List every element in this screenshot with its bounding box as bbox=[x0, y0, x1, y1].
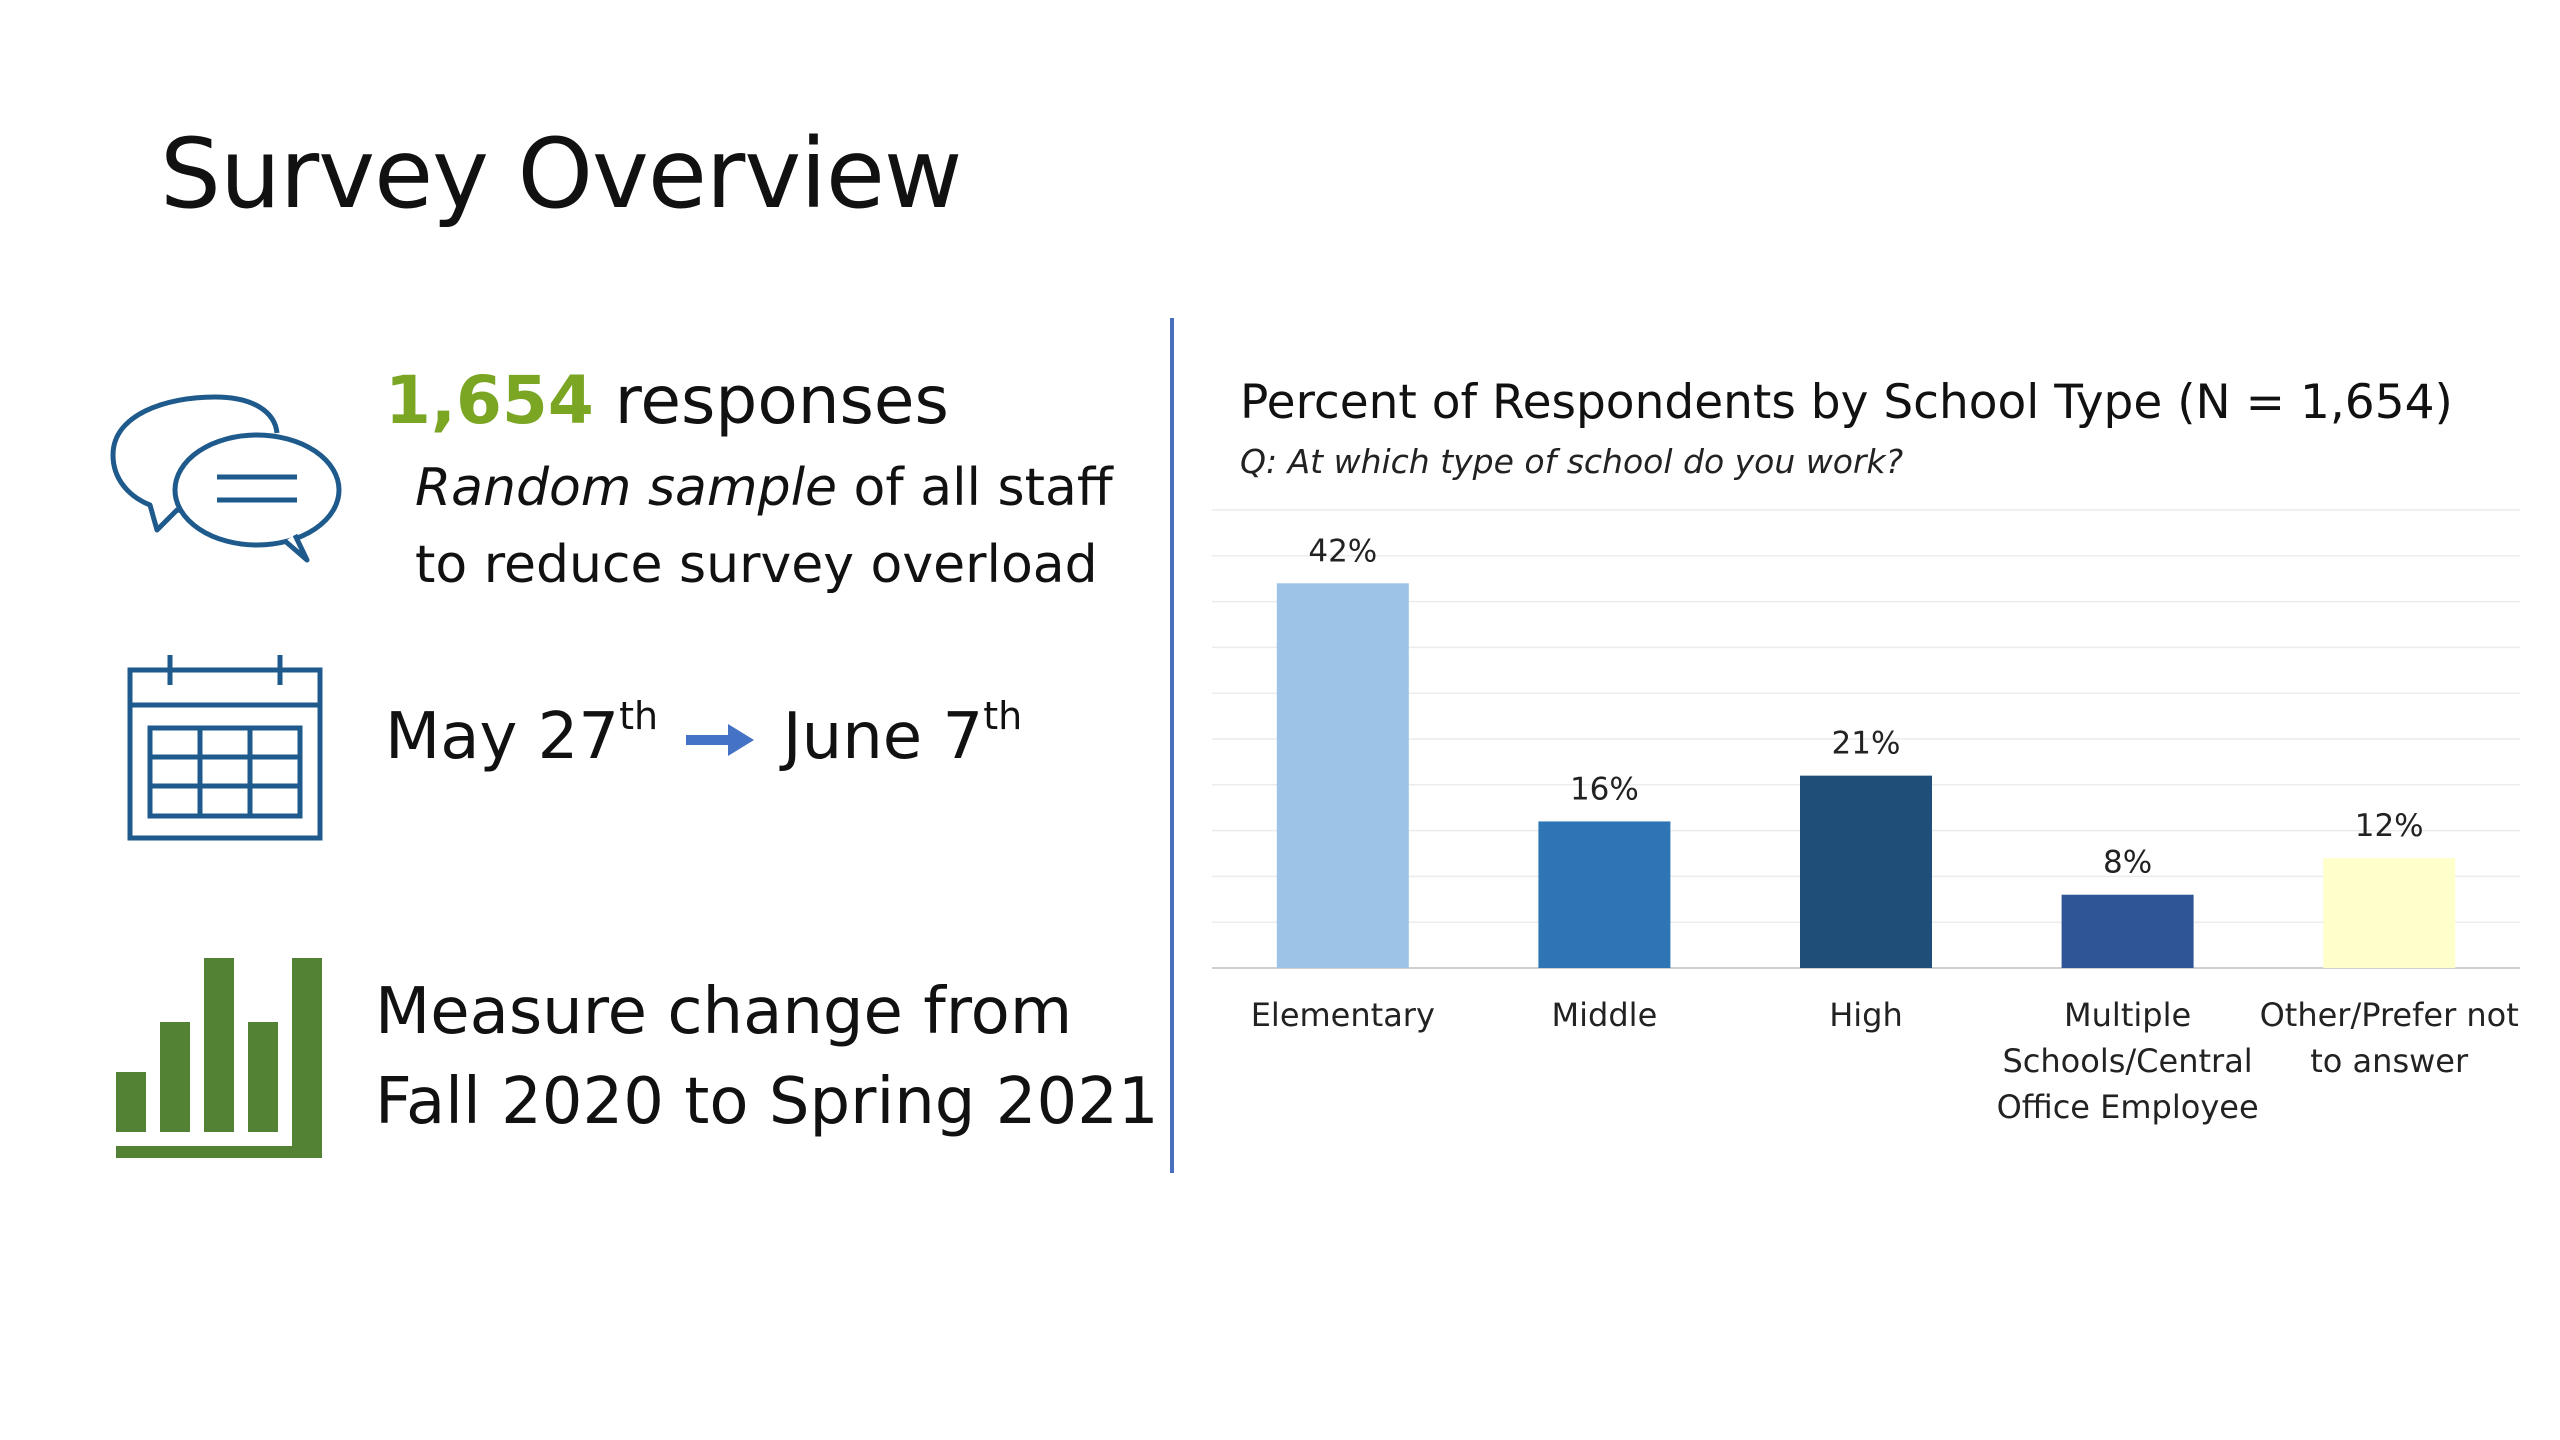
calendar-icon bbox=[127, 655, 323, 841]
responses-line: 1,654 responses bbox=[385, 362, 949, 439]
end-date-suffix: th bbox=[983, 694, 1023, 738]
chart-subtitle: Q: At which type of school do you work? bbox=[1240, 442, 1904, 481]
category-label: Schools/Central bbox=[2002, 1042, 2252, 1080]
chart-title: Percent of Respondents by School Type (N… bbox=[1240, 375, 2453, 430]
category-label: Office Employee bbox=[1997, 1088, 2259, 1126]
data-label: 16% bbox=[1570, 771, 1639, 807]
response-count: 1,654 bbox=[385, 362, 594, 439]
bar bbox=[1538, 821, 1671, 968]
data-label: 42% bbox=[1308, 533, 1377, 569]
bar bbox=[2323, 858, 2456, 968]
date-range: May 27th June 7th bbox=[385, 694, 1022, 774]
measure-line-2: Fall 2020 to Spring 2021 bbox=[375, 1065, 1159, 1139]
data-label: 21% bbox=[1832, 726, 1901, 762]
bar bbox=[2061, 894, 2194, 968]
data-label: 12% bbox=[2355, 808, 2424, 844]
measure-line-1: Measure change from bbox=[375, 975, 1073, 1049]
data-label: 8% bbox=[2103, 845, 2152, 881]
page-title: Survey Overview bbox=[160, 118, 962, 230]
response-count-label: responses bbox=[593, 362, 949, 439]
sample-italic: Random sample bbox=[415, 458, 838, 518]
bar bbox=[1800, 775, 1932, 968]
bar-chart-icon bbox=[116, 958, 322, 1158]
category-label: Elementary bbox=[1251, 996, 1435, 1034]
sample-line: Random sample of all staff bbox=[415, 458, 1113, 518]
vertical-divider bbox=[1170, 318, 1174, 1173]
sample-rest: of all staff bbox=[837, 458, 1113, 518]
category-label: Multiple bbox=[2064, 996, 2191, 1034]
bar bbox=[1276, 583, 1409, 968]
end-date: June 7 bbox=[782, 700, 984, 774]
start-date: May 27 bbox=[385, 700, 620, 774]
category-label: High bbox=[1829, 996, 1903, 1034]
overload-line: to reduce survey overload bbox=[415, 535, 1098, 595]
chat-bubbles-icon bbox=[110, 394, 342, 563]
start-date-suffix: th bbox=[619, 694, 659, 738]
category-label: to answer bbox=[2310, 1042, 2469, 1080]
category-label: Other/Prefer not bbox=[2260, 996, 2519, 1034]
arrow-right-icon bbox=[686, 724, 755, 757]
bar-chart: 42% Elementary 16% Middle 21% High 8% Multiple S… bbox=[1212, 509, 2520, 1126]
category-label: Middle bbox=[1552, 996, 1658, 1034]
